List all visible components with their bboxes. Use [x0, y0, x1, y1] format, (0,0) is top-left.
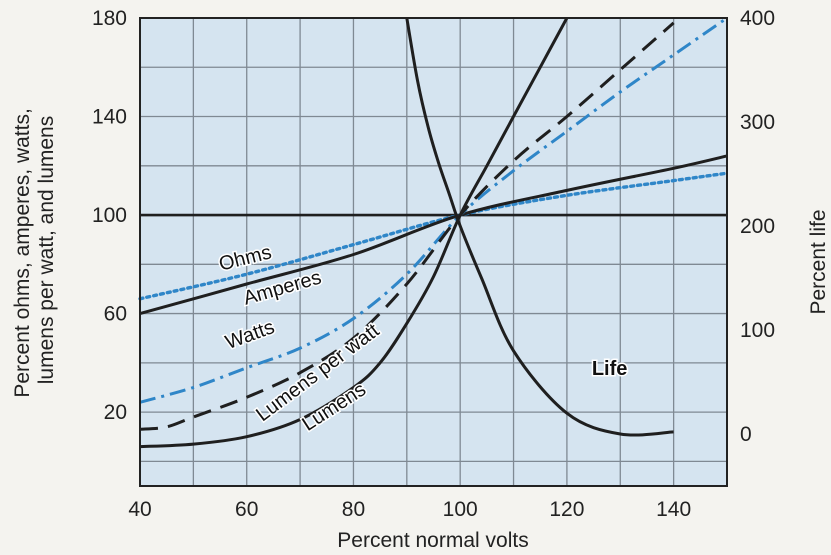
x-tick-label: 60	[235, 498, 258, 521]
x-tick-label: 80	[342, 498, 365, 521]
ticks: 40 60 80 100 120 140 20 60 100 140 180 0 100 200 300 40…	[92, 7, 775, 521]
series-line-watts	[139, 16, 728, 404]
series-group	[138, 16, 729, 449]
left-axis-title: Percent ohms, amperes, watts, lumens per…	[11, 102, 58, 397]
y-right-tick-label: 400	[740, 7, 775, 30]
y-right-tick-label: 200	[740, 215, 775, 238]
y-left-tick-label: 180	[92, 7, 127, 30]
y-right-tick-label: 0	[740, 423, 752, 446]
series-line-lumens-per-watt	[139, 21, 675, 431]
y-left-tick-label: 140	[92, 106, 127, 129]
plot-frame	[139, 17, 728, 487]
y-right-tick-label: 100	[740, 319, 775, 342]
svg-text:Percent ohms, amperes, watts,: Percent ohms, amperes, watts, lumens per…	[11, 102, 58, 397]
left-axis-title-line-2: lumens per watt, and lumens	[35, 116, 58, 384]
left-axis-title-line-1: Percent ohms, amperes, watts,	[11, 108, 34, 397]
x-tick-label: 120	[549, 498, 584, 521]
series-line-life	[405, 17, 674, 437]
y-left-tick-label: 100	[92, 204, 127, 227]
x-axis-title: Percent normal volts	[337, 529, 528, 552]
y-right-tick-label: 300	[740, 111, 775, 134]
y-left-tick-label: 60	[104, 303, 127, 326]
series-line-lumens	[139, 17, 569, 449]
x-tick-label: 100	[443, 498, 478, 521]
y-left-tick-label: 20	[104, 401, 127, 424]
x-tick-label: 40	[128, 498, 151, 521]
curve-label-life: Life	[592, 358, 628, 380]
right-axis-title: Percent life	[807, 209, 830, 314]
grid	[140, 18, 727, 486]
x-tick-label: 140	[656, 498, 691, 521]
